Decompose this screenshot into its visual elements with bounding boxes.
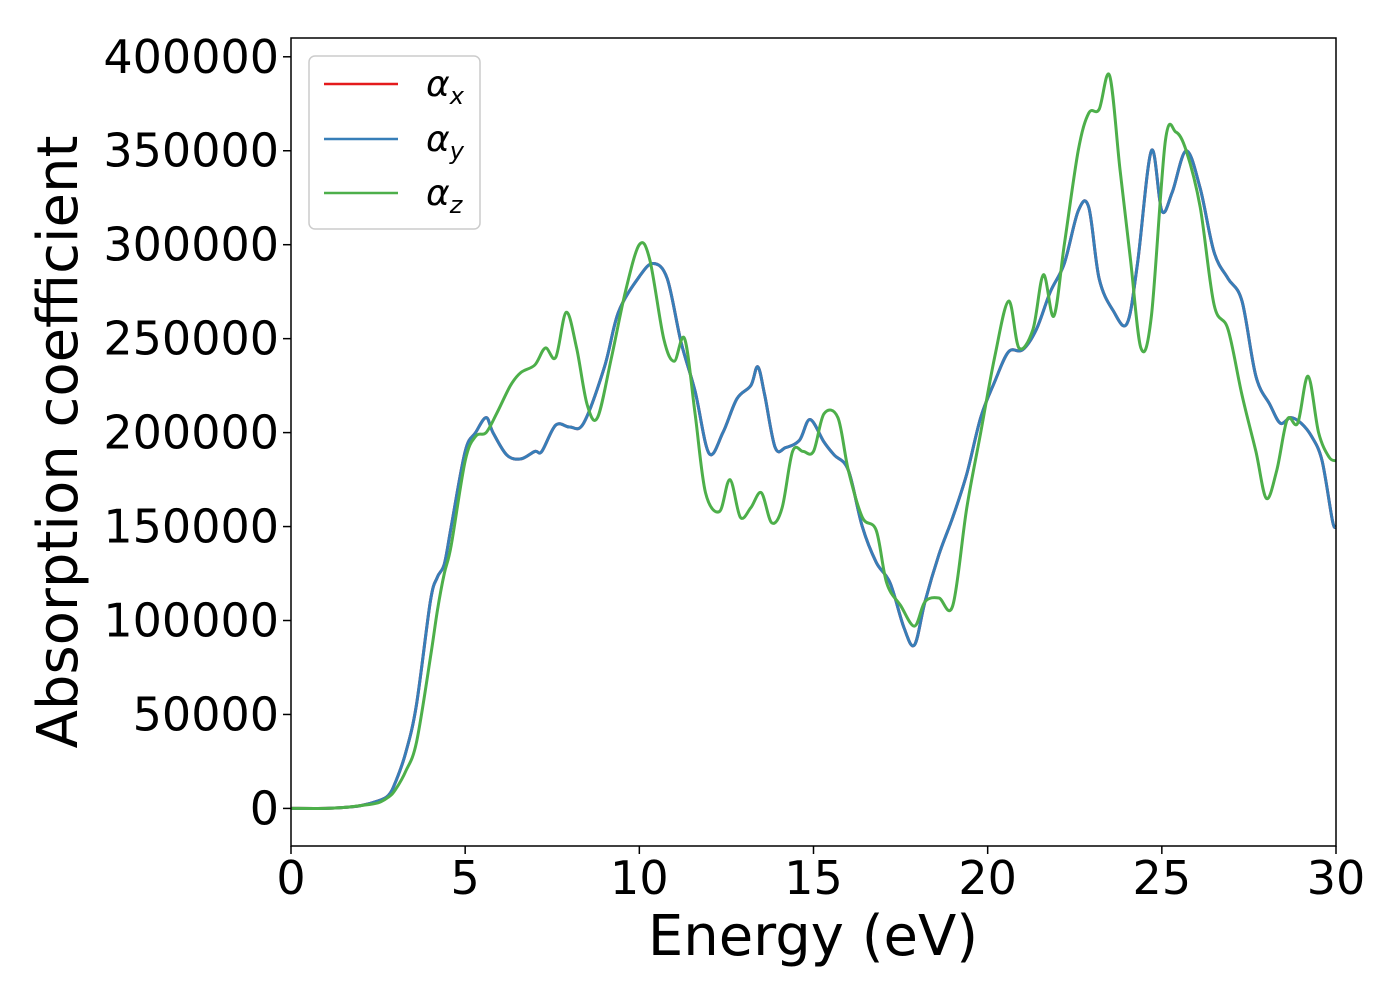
x-tick-label: 20 — [958, 851, 1017, 905]
x-tick-label: 0 — [276, 851, 305, 905]
y-tick-label: 150000 — [103, 500, 279, 554]
legend-symbol-alpha-x: α — [426, 64, 450, 105]
legend-box — [308, 55, 481, 230]
legend-sub-alpha-z: z — [449, 191, 464, 219]
legend: αx αy αz — [308, 55, 481, 230]
x-tick-label: 15 — [784, 851, 843, 905]
legend-label-alpha-y: αy — [426, 119, 465, 165]
y-tick-label: 100000 — [103, 594, 279, 648]
series-line-alpha_z — [291, 72, 1336, 810]
series-line-alpha_x — [291, 148, 1336, 810]
x-tick-label: 30 — [1307, 851, 1366, 905]
y-tick-label: 400000 — [103, 30, 279, 84]
y-tick-label: 350000 — [103, 124, 279, 178]
series-layer — [291, 72, 1336, 810]
legend-label-alpha-x: αx — [426, 64, 465, 110]
legend-sub-alpha-x: x — [449, 82, 465, 110]
x-tick-label: 10 — [610, 851, 669, 905]
y-tick-label: 50000 — [133, 687, 279, 741]
y-axis-label: Absorption coefficient — [26, 136, 91, 749]
x-axis-label: Energy (eV) — [648, 904, 978, 969]
y-tick-label: 250000 — [103, 312, 279, 366]
legend-label-alpha-z: αz — [426, 173, 464, 219]
y-tick-label: 200000 — [103, 406, 279, 460]
legend-symbol-alpha-z: α — [426, 173, 450, 214]
legend-symbol-alpha-y: α — [426, 119, 450, 160]
x-axis-ticks: 0 5 10 15 20 25 30 — [276, 846, 1365, 905]
x-tick-label: 25 — [1133, 851, 1192, 905]
x-tick-label: 5 — [451, 851, 480, 905]
y-axis-ticks: 0 50000 100000 150000 200000 250000 300000 3500… — [103, 30, 291, 835]
y-tick-label: 0 — [250, 781, 279, 835]
series-line-alpha_y — [291, 148, 1336, 810]
legend-sub-alpha-y: y — [449, 137, 465, 165]
y-tick-label: 300000 — [103, 218, 279, 272]
